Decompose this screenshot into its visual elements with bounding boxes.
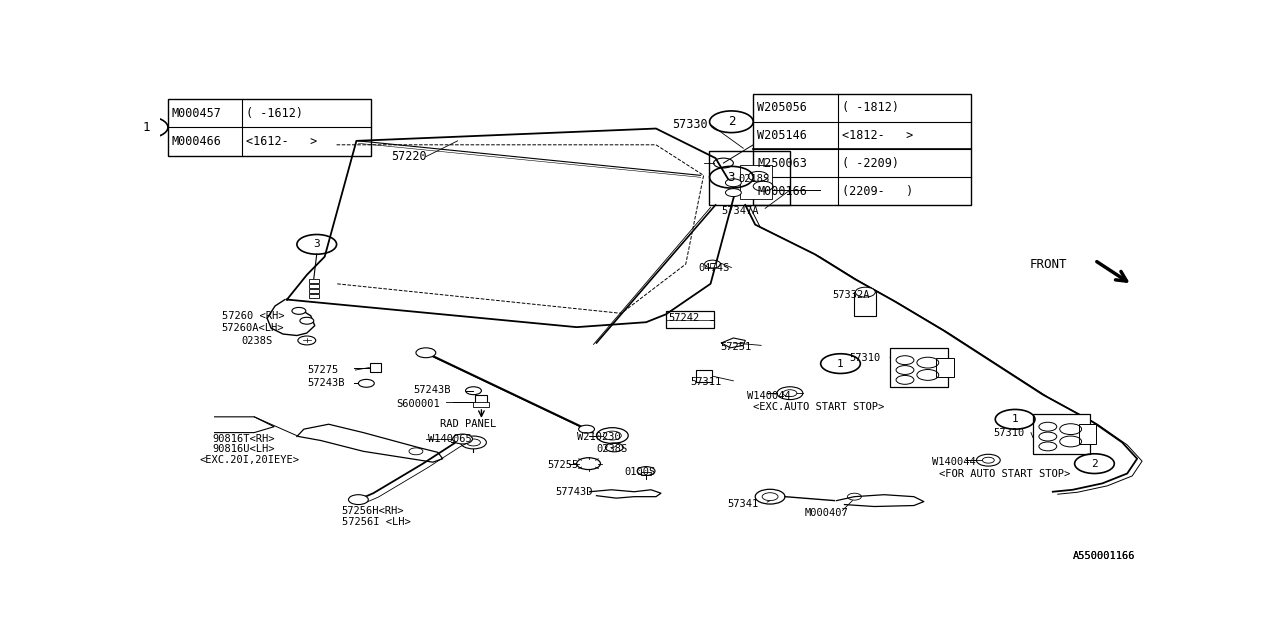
Text: <FOR AUTO START STOP>: <FOR AUTO START STOP> [938,468,1070,479]
Text: <EXC.AUTO START STOP>: <EXC.AUTO START STOP> [753,402,884,412]
Text: W205056: W205056 [758,101,808,115]
Bar [308,279,319,283]
Text: RAD PANEL: RAD PANEL [440,419,495,429]
Text: <1612-   >: <1612- > [246,135,317,148]
Text: 1: 1 [837,358,844,369]
Text: W140044: W140044 [932,457,975,467]
Text: 3: 3 [727,171,735,184]
Bar [753,94,972,205]
Text: ( -2209): ( -2209) [841,157,899,170]
Text: 57341: 57341 [727,499,759,509]
Text: 57311: 57311 [691,378,722,387]
Bar [666,311,713,328]
Text: ( -1812): ( -1812) [841,101,899,115]
Text: 57255: 57255 [547,460,579,470]
Bar [709,263,716,268]
Bar [1033,414,1091,454]
Circle shape [726,179,741,187]
Text: 2: 2 [727,115,735,128]
Text: 0218S: 0218S [739,174,769,184]
Text: (2209-   ): (2209- ) [841,184,913,198]
Text: 57310: 57310 [850,353,881,363]
Text: 57256I <LH>: 57256I <LH> [342,516,411,527]
Text: 57256H<RH>: 57256H<RH> [342,506,404,516]
Text: M250063: M250063 [758,157,808,170]
Text: W140044: W140044 [748,390,791,401]
Circle shape [466,439,480,446]
Text: 57242: 57242 [668,313,699,323]
Bar [696,370,712,382]
Bar [855,292,877,316]
Circle shape [726,189,741,196]
Bar [370,363,381,372]
Text: 57260A<LH>: 57260A<LH> [221,323,284,333]
Circle shape [300,317,314,324]
Text: 0474S: 0474S [699,262,730,273]
Bar [641,472,652,475]
Circle shape [982,457,995,463]
Text: A550001166: A550001166 [1073,551,1135,561]
Bar [308,284,319,288]
Text: M000457: M000457 [172,107,221,120]
Text: 57743D: 57743D [554,487,593,497]
Text: <EXC.20I,20IEYE>: <EXC.20I,20IEYE> [200,455,300,465]
Text: 0100S: 0100S [625,467,655,477]
Text: 57251: 57251 [721,342,751,352]
Circle shape [416,348,435,358]
Text: 57310: 57310 [993,428,1024,438]
Text: 57220: 57220 [392,150,426,163]
Bar [308,294,319,298]
Text: 0238S: 0238S [596,444,627,454]
Text: ( -1612): ( -1612) [246,107,303,120]
Circle shape [762,493,778,500]
Text: A550001166: A550001166 [1073,551,1135,561]
Bar [740,164,772,199]
Text: <1812-   >: <1812- > [841,129,913,142]
Text: 3: 3 [314,239,320,250]
Circle shape [348,495,369,504]
Text: 57347A: 57347A [722,206,759,216]
Bar [475,395,488,404]
Text: 57260 <RH>: 57260 <RH> [221,311,284,321]
Circle shape [603,431,621,440]
Circle shape [579,425,594,433]
Text: 57332A: 57332A [832,290,870,300]
Bar [936,358,954,378]
Circle shape [453,434,472,444]
Bar [308,289,319,292]
Text: M000166: M000166 [758,184,808,198]
Text: 57243B: 57243B [307,378,344,388]
Bar [709,151,790,205]
Text: FRONT: FRONT [1030,257,1068,271]
Text: M000407: M000407 [805,508,849,518]
Text: 57330: 57330 [672,118,708,131]
Bar [1079,424,1097,444]
Text: S600001: S600001 [396,399,440,409]
Bar [168,99,371,156]
Bar [890,348,947,387]
Text: 1: 1 [1011,414,1019,424]
Text: 57275: 57275 [307,365,338,375]
Text: 2: 2 [1091,459,1098,468]
Text: W205146: W205146 [758,129,808,142]
Circle shape [292,307,306,314]
Text: 90816T<RH>: 90816T<RH> [212,434,275,444]
Text: W210230: W210230 [576,431,621,442]
Text: M000466: M000466 [172,135,221,148]
Text: 0238S: 0238S [242,337,273,346]
Circle shape [855,287,876,297]
Text: 1: 1 [142,121,150,134]
Bar [474,402,489,407]
Text: 90816U<LH>: 90816U<LH> [212,444,275,454]
Text: 57243B: 57243B [413,385,451,395]
Text: W140065: W140065 [428,434,471,444]
Circle shape [783,390,797,397]
